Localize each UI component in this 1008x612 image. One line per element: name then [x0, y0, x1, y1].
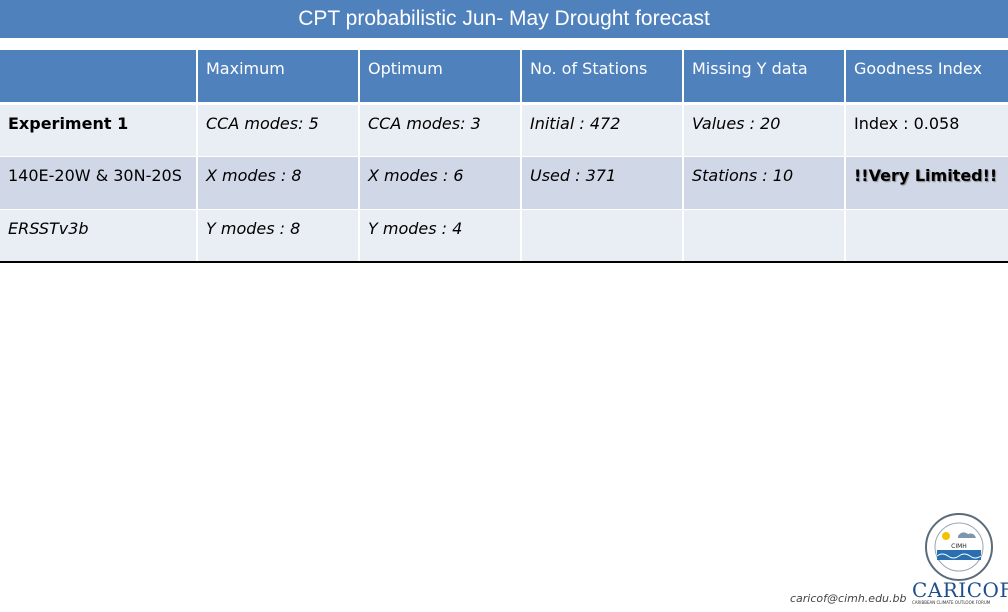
table-row: ERSSTv3b Y modes : 8 Y modes : 4	[0, 209, 1008, 263]
table-header-row: Maximum Optimum No. of Stations Missing …	[0, 50, 1008, 105]
table-cell: Y modes : 4	[359, 209, 522, 263]
table-cell: X modes : 6	[359, 156, 522, 210]
table-cell: Values : 20	[683, 103, 846, 157]
header-cell-missing: Missing Y data	[683, 50, 846, 105]
table-cell: CCA modes: 3	[359, 103, 522, 157]
table-cell	[521, 209, 684, 263]
table-cell: Y modes : 8	[197, 209, 360, 263]
table-cell: X modes : 8	[197, 156, 360, 210]
caricof-logo-text: CARICOF	[912, 578, 1008, 602]
table-row: 140E-20W & 30N-20S X modes : 8 X modes :…	[0, 156, 1008, 210]
header-cell-empty	[0, 50, 198, 105]
row-label-cell: ERSSTv3b	[0, 209, 198, 263]
row-label-cell: Experiment 1	[0, 103, 198, 157]
row-label-cell: 140E-20W & 30N-20S	[0, 156, 198, 210]
header-cell-goodness: Goodness Index	[845, 50, 1008, 105]
cimh-logo-text: CIMH	[951, 543, 967, 550]
results-table: Maximum Optimum No. of Stations Missing …	[0, 50, 1008, 263]
header-cell-stations: No. of Stations	[521, 50, 684, 105]
slide-title-text: CPT probabilistic Jun- May Drought forec…	[298, 7, 710, 30]
table-cell: Stations : 10	[683, 156, 846, 210]
header-cell-optimum: Optimum	[359, 50, 522, 105]
warning-cell: !!Very Limited!!	[845, 156, 1008, 210]
cimh-logo: CIMH	[925, 513, 993, 581]
caricof-logo: CARICOF CARIBBEAN CLIMATE OUTLOOK FORUM	[912, 580, 1008, 610]
table-cell: CCA modes: 5	[197, 103, 360, 157]
slide-title: CPT probabilistic Jun- May Drought forec…	[0, 0, 1008, 38]
header-cell-maximum: Maximum	[197, 50, 360, 105]
table-cell: Initial : 472	[521, 103, 684, 157]
table-cell	[683, 209, 846, 263]
title-divider	[0, 38, 1008, 50]
caricof-logo-subtext: CARIBBEAN CLIMATE OUTLOOK FORUM	[912, 600, 991, 605]
table-cell: Index : 0.058	[845, 103, 1008, 157]
table-cell: Used : 371	[521, 156, 684, 210]
footer-email: caricof@cimh.edu.bb	[790, 592, 907, 605]
table-row: Experiment 1 CCA modes: 5 CCA modes: 3 I…	[0, 103, 1008, 157]
table-cell	[845, 209, 1008, 263]
